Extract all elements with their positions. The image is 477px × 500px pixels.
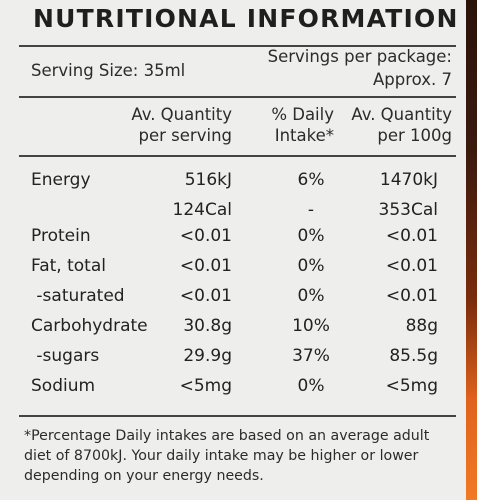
per-100g-value: 85.5g [389, 346, 438, 366]
table-row: Energy 516kJ 6% 1470kJ [0, 170, 466, 200]
header-per-100g-line2: per 100g [377, 126, 452, 145]
divider-header [19, 96, 456, 98]
table-row: Carbohydrate 30.8g 10% 88g [0, 316, 466, 346]
divider-top [19, 45, 456, 47]
footnote-line: diet of 8700kJ. Your daily intake may be… [24, 448, 419, 464]
daily-intake-value: 0% [297, 286, 325, 306]
servings-per-package-value: Approx. 7 [373, 70, 452, 89]
divider-bottom [19, 415, 456, 417]
nutrient-name: Sodium [31, 376, 96, 396]
per-100g-value: <0.01 [385, 256, 438, 276]
servings-per-package-label: Servings per package: [267, 47, 452, 66]
table-row: Protein <0.01 0% <0.01 [0, 226, 466, 256]
nutrient-name: -saturated [31, 286, 125, 306]
nutrient-name: -sugars [31, 346, 100, 366]
nutrient-name: Fat, total [31, 256, 106, 276]
daily-intake-value: 37% [292, 346, 330, 366]
nutrient-name: Protein [31, 226, 91, 246]
per-100g-value: <0.01 [385, 286, 438, 306]
per-serving-value: <0.01 [179, 256, 232, 276]
table-row: -sugars 29.9g 37% 85.5g [0, 346, 466, 376]
nutrient-name: Carbohydrate [31, 316, 148, 336]
per-100g-value: 88g [405, 316, 438, 336]
table-row: Sodium <5mg 0% <5mg [0, 376, 466, 406]
header-per-100g: Av. Quantity per 100g [351, 104, 452, 146]
nutrient-name: Energy [31, 170, 91, 190]
per-serving-value: 124Cal [172, 200, 232, 220]
header-daily-intake: % Daily Intake* [271, 104, 334, 146]
table-row: Fat, total <0.01 0% <0.01 [0, 256, 466, 286]
per-100g-value: 353Cal [378, 200, 438, 220]
per-serving-value: <0.01 [179, 226, 232, 246]
header-per-serving-line1: Av. Quantity [131, 105, 232, 124]
header-per-100g-line1: Av. Quantity [351, 105, 452, 124]
per-100g-value: <0.01 [385, 226, 438, 246]
daily-intake-value: 0% [297, 226, 325, 246]
nutrition-panel: NUTRITIONAL INFORMATION Serving Size: 35… [0, 0, 466, 500]
per-serving-value: <0.01 [179, 286, 232, 306]
divider-columns [19, 155, 456, 157]
header-daily-intake-line1: % Daily [271, 105, 334, 124]
per-serving-value: 30.8g [183, 316, 232, 336]
per-serving-value: <5mg [179, 376, 232, 396]
panel-title: NUTRITIONAL INFORMATION [33, 4, 459, 33]
per-100g-value: <5mg [385, 376, 438, 396]
footnote: *Percentage Daily intakes are based on a… [24, 426, 454, 486]
daily-intake-value: 0% [297, 376, 325, 396]
per-serving-value: 29.9g [183, 346, 232, 366]
footnote-line: depending on your energy needs. [24, 468, 264, 484]
header-daily-intake-line2: Intake* [274, 126, 334, 145]
daily-intake-value: 10% [292, 316, 330, 336]
footnote-line: *Percentage Daily intakes are based on a… [24, 428, 430, 444]
table-row: 124Cal - 353Cal [0, 200, 466, 230]
package-edge [463, 0, 477, 500]
per-serving-value: 516kJ [184, 170, 232, 190]
per-100g-value: 1470kJ [379, 170, 438, 190]
table-row: -saturated <0.01 0% <0.01 [0, 286, 466, 316]
daily-intake-value: 6% [297, 170, 325, 190]
serving-size: Serving Size: 35ml [31, 61, 186, 80]
header-per-serving-line2: per serving [138, 126, 232, 145]
header-per-serving: Av. Quantity per serving [131, 104, 232, 146]
daily-intake-value: - [307, 200, 315, 220]
daily-intake-value: 0% [297, 256, 325, 276]
